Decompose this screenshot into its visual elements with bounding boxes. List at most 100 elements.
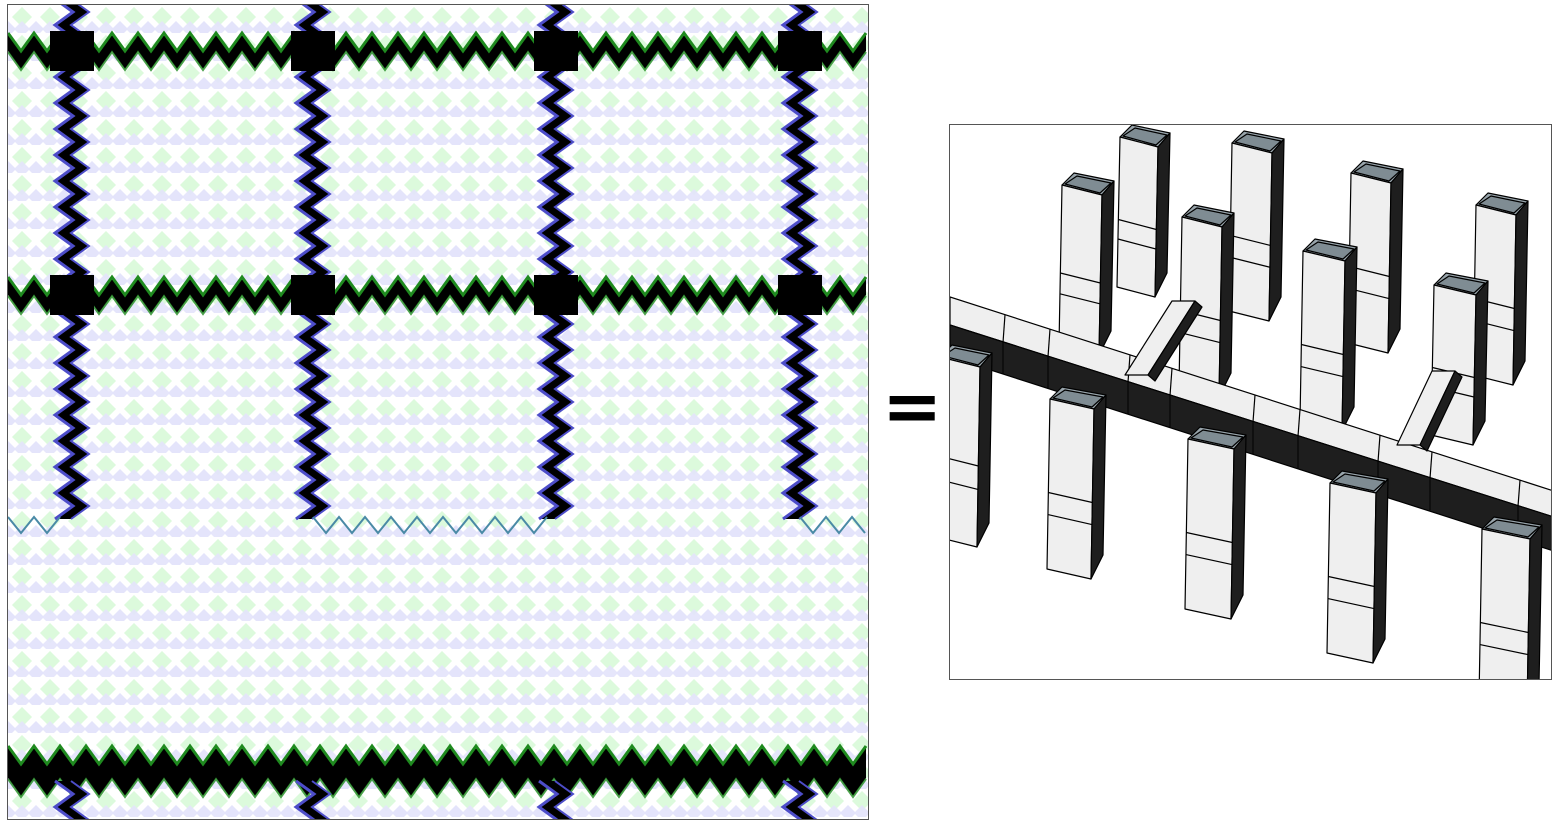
wall-edge-blue-right (553, 780, 575, 819)
vertical-wall (55, 781, 89, 819)
pillar-side (976, 352, 993, 548)
pillar-segment-line (950, 458, 979, 467)
seam-line (799, 515, 866, 535)
wall-edge-blue-right (310, 780, 332, 819)
wall-edge-green-lower (8, 294, 867, 316)
isometric-render-drawing (950, 125, 1551, 679)
wall-edge-blue (52, 779, 76, 819)
wall-edge-blue-right (797, 5, 819, 520)
pillar-segment-line (1480, 621, 1529, 634)
beam-segment-line (1169, 368, 1173, 396)
beam-segment-line (1377, 435, 1381, 462)
beam-segment-line (1297, 409, 1301, 437)
wall-edge-blue-right (69, 5, 91, 520)
pillar-hollow (1436, 275, 1486, 294)
pillar-side (1512, 200, 1529, 386)
pillar-hollow (1064, 175, 1112, 194)
wall-edge-blue (780, 5, 804, 521)
pillar-segment-line (1300, 366, 1344, 378)
wall-edge-green (8, 274, 868, 298)
pillar-side (1154, 132, 1171, 298)
pillar-hollow (1353, 163, 1401, 182)
pillar-front (1228, 142, 1273, 322)
beam-segment-line (1517, 480, 1521, 507)
beam-segment-line (1429, 451, 1433, 479)
wall-junction (50, 275, 94, 315)
isometric-render-panel (949, 124, 1552, 680)
pillar-front (1058, 184, 1103, 356)
wall-junction (291, 275, 335, 315)
beam-side (950, 324, 1551, 551)
pillar-hollow (1234, 133, 1282, 152)
pillar-segment-line (1328, 575, 1375, 588)
wall-edge-blue (780, 779, 804, 819)
vertical-wall (296, 781, 330, 819)
beam-branch-side (1419, 370, 1463, 452)
pillar-segment-line (1117, 238, 1157, 250)
pillar-side (1526, 524, 1543, 679)
pillar-front (1116, 136, 1159, 298)
wall-edge-green-lower (8, 50, 867, 72)
wall-junction (778, 31, 822, 71)
pillar-segment-line (1301, 343, 1344, 356)
beam-segment-line (1002, 314, 1006, 343)
pillar-segment-line (1185, 554, 1233, 566)
wall-junction (778, 275, 822, 315)
beam-segment-line (1252, 394, 1256, 423)
tiling-pattern-panel (7, 4, 869, 820)
pillar-segment-line (1118, 218, 1157, 231)
pillar-segment-line (1479, 644, 1529, 656)
wall-junction (291, 31, 335, 71)
tiling-pattern-drawing (8, 5, 868, 819)
wall-junction (534, 31, 578, 71)
checker-background (8, 5, 868, 819)
wall-edge-green-lower (8, 777, 867, 799)
pillar-segment-line (1327, 598, 1375, 610)
zigzag-walls (8, 5, 868, 819)
wall-edge-blue-right (310, 5, 332, 520)
pillar-side (1090, 394, 1107, 580)
pillar-segment-line (1179, 332, 1221, 344)
wall-junction (50, 31, 94, 71)
pillar-front (1326, 482, 1377, 664)
pillar-segment-line (1059, 293, 1101, 305)
wall-edge-blue (536, 5, 560, 521)
pillar-hollow (1052, 389, 1104, 408)
pillar-side (1387, 168, 1404, 354)
pillar-front (1046, 398, 1095, 580)
wall-edge-blue (52, 5, 76, 521)
pillar-side (1341, 246, 1358, 432)
wall-edge-blue (536, 779, 560, 819)
beam-top (950, 296, 1551, 517)
beam-segment-line (1047, 329, 1051, 357)
pillar-front (950, 358, 981, 548)
wall-edge-blue (293, 779, 317, 819)
pillar-side (1372, 478, 1389, 664)
wall-edge-green (8, 743, 868, 767)
seam-line (8, 515, 61, 535)
pillar-side (1472, 280, 1489, 446)
pillar-hollow (1190, 429, 1244, 448)
wall-edge-blue-right (69, 780, 91, 819)
wall-edge-blue-right (553, 5, 575, 520)
wall-edge-green (8, 30, 868, 54)
pillar-hollow (1184, 207, 1232, 226)
pillar-front (1299, 250, 1346, 432)
beam-branch-side (1147, 300, 1203, 382)
pillar-hollow (1484, 519, 1540, 538)
equals-sign: = (882, 364, 943, 448)
pillar-segment-line (1047, 514, 1093, 526)
vertical-wall (539, 781, 573, 819)
pillar-hollow (1122, 127, 1168, 146)
pillar-side (1098, 180, 1115, 356)
pillar-front (1478, 528, 1531, 679)
seam-line (312, 515, 548, 535)
pillar-front (1184, 438, 1235, 620)
vertical-wall (783, 781, 817, 819)
pillar-segment-line (1048, 491, 1093, 504)
pillar-hollow (1305, 241, 1355, 260)
wall-junction (534, 275, 578, 315)
pillar-hollow (1478, 195, 1526, 214)
pillar-segment-line (1186, 531, 1233, 544)
pillar-side (1268, 138, 1285, 322)
